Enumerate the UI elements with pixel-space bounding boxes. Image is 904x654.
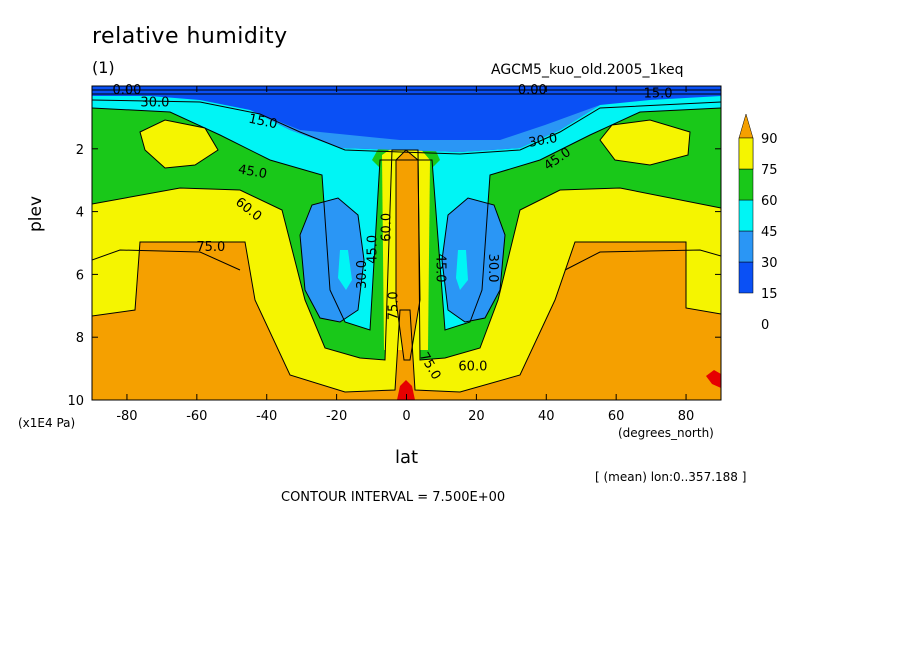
colorbar-label: 60 xyxy=(761,194,778,209)
contour-label: 0.00 xyxy=(518,83,547,98)
y-tick-label: 10 xyxy=(67,394,84,409)
contour-label: 45.0 xyxy=(237,162,268,182)
x-tick-label: 0 xyxy=(402,409,410,424)
y-tick-label: 6 xyxy=(76,268,84,283)
contour-label: 30.0 xyxy=(485,254,500,283)
colorbar-label: 45 xyxy=(761,225,778,240)
x-tick-label: -40 xyxy=(256,409,277,424)
contour-label: 30.0 xyxy=(355,260,370,289)
contour-label: 15.0 xyxy=(247,112,278,133)
units-label: (1) xyxy=(92,58,115,77)
band-cyan-inner xyxy=(456,250,468,290)
band-green xyxy=(92,86,721,360)
band-cyan-inner xyxy=(338,250,352,290)
x-tick-label: 40 xyxy=(538,409,555,424)
contour-interval-note: CONTOUR INTERVAL = 7.500E+00 xyxy=(281,490,506,505)
x-tick-label: -60 xyxy=(186,409,207,424)
x-tick-label: -20 xyxy=(326,409,347,424)
contour-label: 30.0 xyxy=(140,96,169,111)
colorbar-swatch xyxy=(738,137,754,170)
contour-label: 30.0 xyxy=(527,131,558,151)
colorbar-swatch xyxy=(738,199,754,232)
colorbar-label: 90 xyxy=(761,132,778,147)
band-yellow-island xyxy=(140,120,218,168)
chart-title: relative humidity xyxy=(92,24,288,49)
contour-label: 45.0 xyxy=(432,254,447,283)
y-axis-multiplier: (x1E4 Pa) xyxy=(18,416,76,430)
longitude-mean-note: [ (mean) lon:0..357.188 ] xyxy=(595,470,747,484)
colorbar-swatch xyxy=(738,168,754,201)
band-dark-blue xyxy=(92,86,721,152)
colorbar-label: 75 xyxy=(761,163,778,178)
colorbar-label: 0 xyxy=(761,318,769,333)
contour-label: 60.0 xyxy=(458,359,487,374)
y-axis-ticks: 2 4 6 8 10 xyxy=(67,143,721,409)
x-tick-label: 20 xyxy=(468,409,485,424)
band-orange-core xyxy=(396,150,420,360)
x-tick-label: 80 xyxy=(678,409,695,424)
contour-label: 60.0 xyxy=(380,213,395,242)
filled-contours xyxy=(92,86,721,400)
band-blue-cell xyxy=(442,198,505,322)
band-red xyxy=(706,370,721,388)
x-tick-label: 60 xyxy=(608,409,625,424)
y-tick-label: 4 xyxy=(76,206,84,221)
contour-label: 15.0 xyxy=(644,86,673,101)
contour-label: 45.0 xyxy=(366,235,381,264)
x-axis-label: lat xyxy=(395,447,419,468)
band-yellow-island xyxy=(600,120,690,165)
contour-label: 75.0 xyxy=(387,291,402,320)
y-tick-label: 8 xyxy=(76,331,84,346)
colorbar-top-triangle xyxy=(738,113,754,139)
colorbar-swatch xyxy=(738,261,754,294)
colorbar-swatch xyxy=(738,230,754,263)
band-blue-cell xyxy=(300,198,364,322)
x-tick-label: -80 xyxy=(116,409,137,424)
colorbar: 90 75 60 45 30 15 0 xyxy=(738,113,778,333)
contour-label: 75.0 xyxy=(196,240,225,255)
band-cyan xyxy=(92,86,721,330)
band-mid-blue xyxy=(250,105,600,152)
y-tick-label: 2 xyxy=(76,143,84,158)
x-axis-units: (degrees_north) xyxy=(618,426,714,440)
colorbar-label: 30 xyxy=(761,256,778,271)
band-red xyxy=(397,380,415,400)
experiment-label: AGCM5_kuo_old.2005_1keq xyxy=(491,62,684,78)
contour-label: 0.00 xyxy=(112,83,141,98)
colorbar-label: 15 xyxy=(761,287,778,302)
x-axis-ticks: -80 -60 -40 -20 0 20 40 60 80 xyxy=(116,86,694,424)
